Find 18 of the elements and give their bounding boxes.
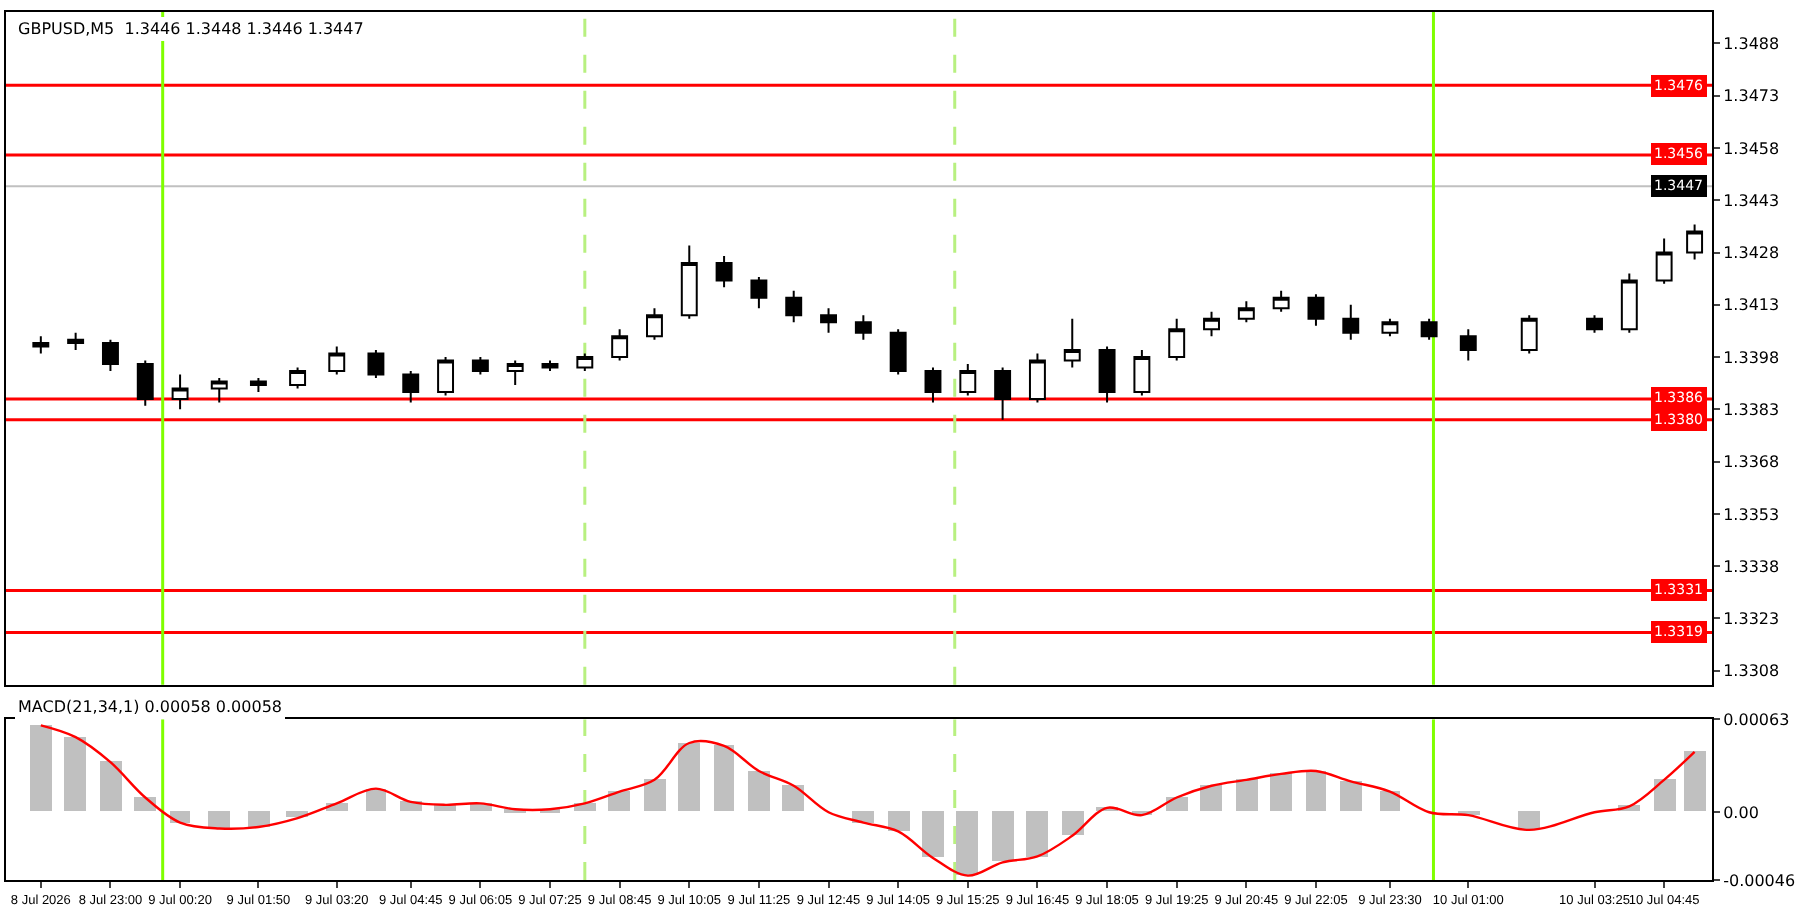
y-tick-label: 0.00 [1723,803,1759,822]
y-tick-label: 1.3428 [1723,244,1780,263]
y-tick-label: 1.3383 [1723,400,1780,419]
y-tick-label: 1.3443 [1723,191,1780,210]
y-tick-label: 1.3308 [1723,662,1780,681]
y-tick-label: 1.3458 [1723,139,1780,158]
y-tick-label: 1.3338 [1723,557,1780,576]
y-tick-label: 1.3368 [1723,453,1780,472]
y-tick-label: 0.00063 [1723,711,1790,730]
y-tick-label: -0.00046 [1723,871,1796,890]
y-tick-label: 1.3473 [1723,87,1780,106]
text: GBPUSD,M5 1.3446 1.3448 1.3446 1.3447 [18,20,364,38]
y-tick-label: 1.3398 [1723,348,1780,367]
y-tick-label: 1.3323 [1723,610,1780,629]
y-tick-label: 1.3353 [1723,505,1780,524]
y-tick-label: 1.3488 [1723,34,1780,53]
chart-title: MACD(21,34,1) 0.00058 0.00058 [18,698,283,716]
y-tick-label: 1.3413 [1723,296,1780,315]
